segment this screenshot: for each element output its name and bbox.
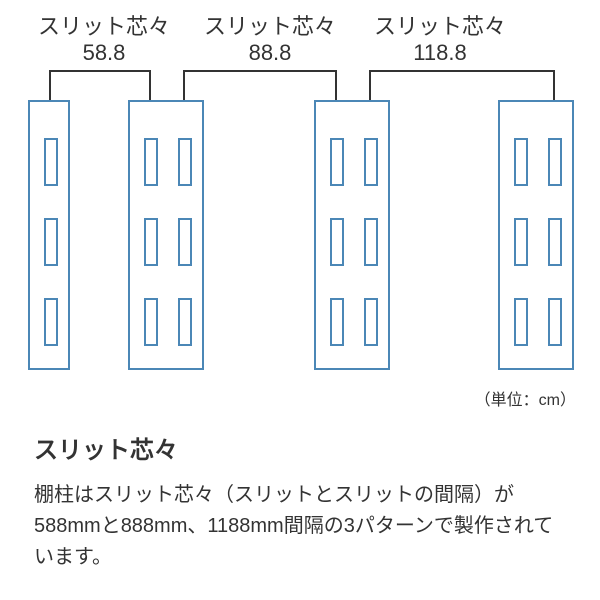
slot <box>178 138 192 186</box>
lead-horiz <box>49 70 151 72</box>
lead-vert <box>335 70 337 100</box>
lead-vert <box>183 70 185 100</box>
dimension-label-2: スリット芯々118.8 <box>360 14 520 67</box>
slot <box>548 298 562 346</box>
slot <box>178 218 192 266</box>
slot <box>548 218 562 266</box>
slot <box>514 218 528 266</box>
slot <box>514 298 528 346</box>
slot <box>144 138 158 186</box>
slot <box>44 218 58 266</box>
slot <box>514 138 528 186</box>
column-1 <box>128 100 204 370</box>
dimension-label-0: スリット芯々58.8 <box>24 14 184 67</box>
slot <box>364 218 378 266</box>
dimension-label-title: スリット芯々 <box>190 14 350 40</box>
body-text: 棚柱はスリット芯々（スリットとスリットの間隔）が588mmと888mm、1188… <box>34 480 566 573</box>
section-title: スリット芯々 <box>34 430 178 465</box>
dimension-label-title: スリット芯々 <box>360 14 520 40</box>
dimension-label-value: 88.8 <box>190 40 350 66</box>
lead-vert <box>49 70 51 100</box>
lead-horiz <box>369 70 555 72</box>
slot <box>364 138 378 186</box>
column-2 <box>314 100 390 370</box>
lead-horiz <box>183 70 337 72</box>
slot <box>548 138 562 186</box>
slot <box>144 218 158 266</box>
unit-note: （単位：cm） <box>475 386 576 410</box>
slot <box>144 298 158 346</box>
lead-vert <box>553 70 555 100</box>
slot <box>330 298 344 346</box>
column-3 <box>498 100 574 370</box>
slot <box>44 138 58 186</box>
slot <box>178 298 192 346</box>
lead-vert <box>149 70 151 100</box>
slot <box>364 298 378 346</box>
dimension-label-value: 58.8 <box>24 40 184 66</box>
dimension-label-value: 118.8 <box>360 40 520 66</box>
slot <box>330 218 344 266</box>
diagram-area: スリット芯々58.8スリット芯々88.8スリット芯々118.8 <box>0 0 600 400</box>
dimension-label-title: スリット芯々 <box>24 14 184 40</box>
dimension-label-1: スリット芯々88.8 <box>190 14 350 67</box>
slot <box>330 138 344 186</box>
slot <box>44 298 58 346</box>
column-0 <box>28 100 70 370</box>
lead-vert <box>369 70 371 100</box>
